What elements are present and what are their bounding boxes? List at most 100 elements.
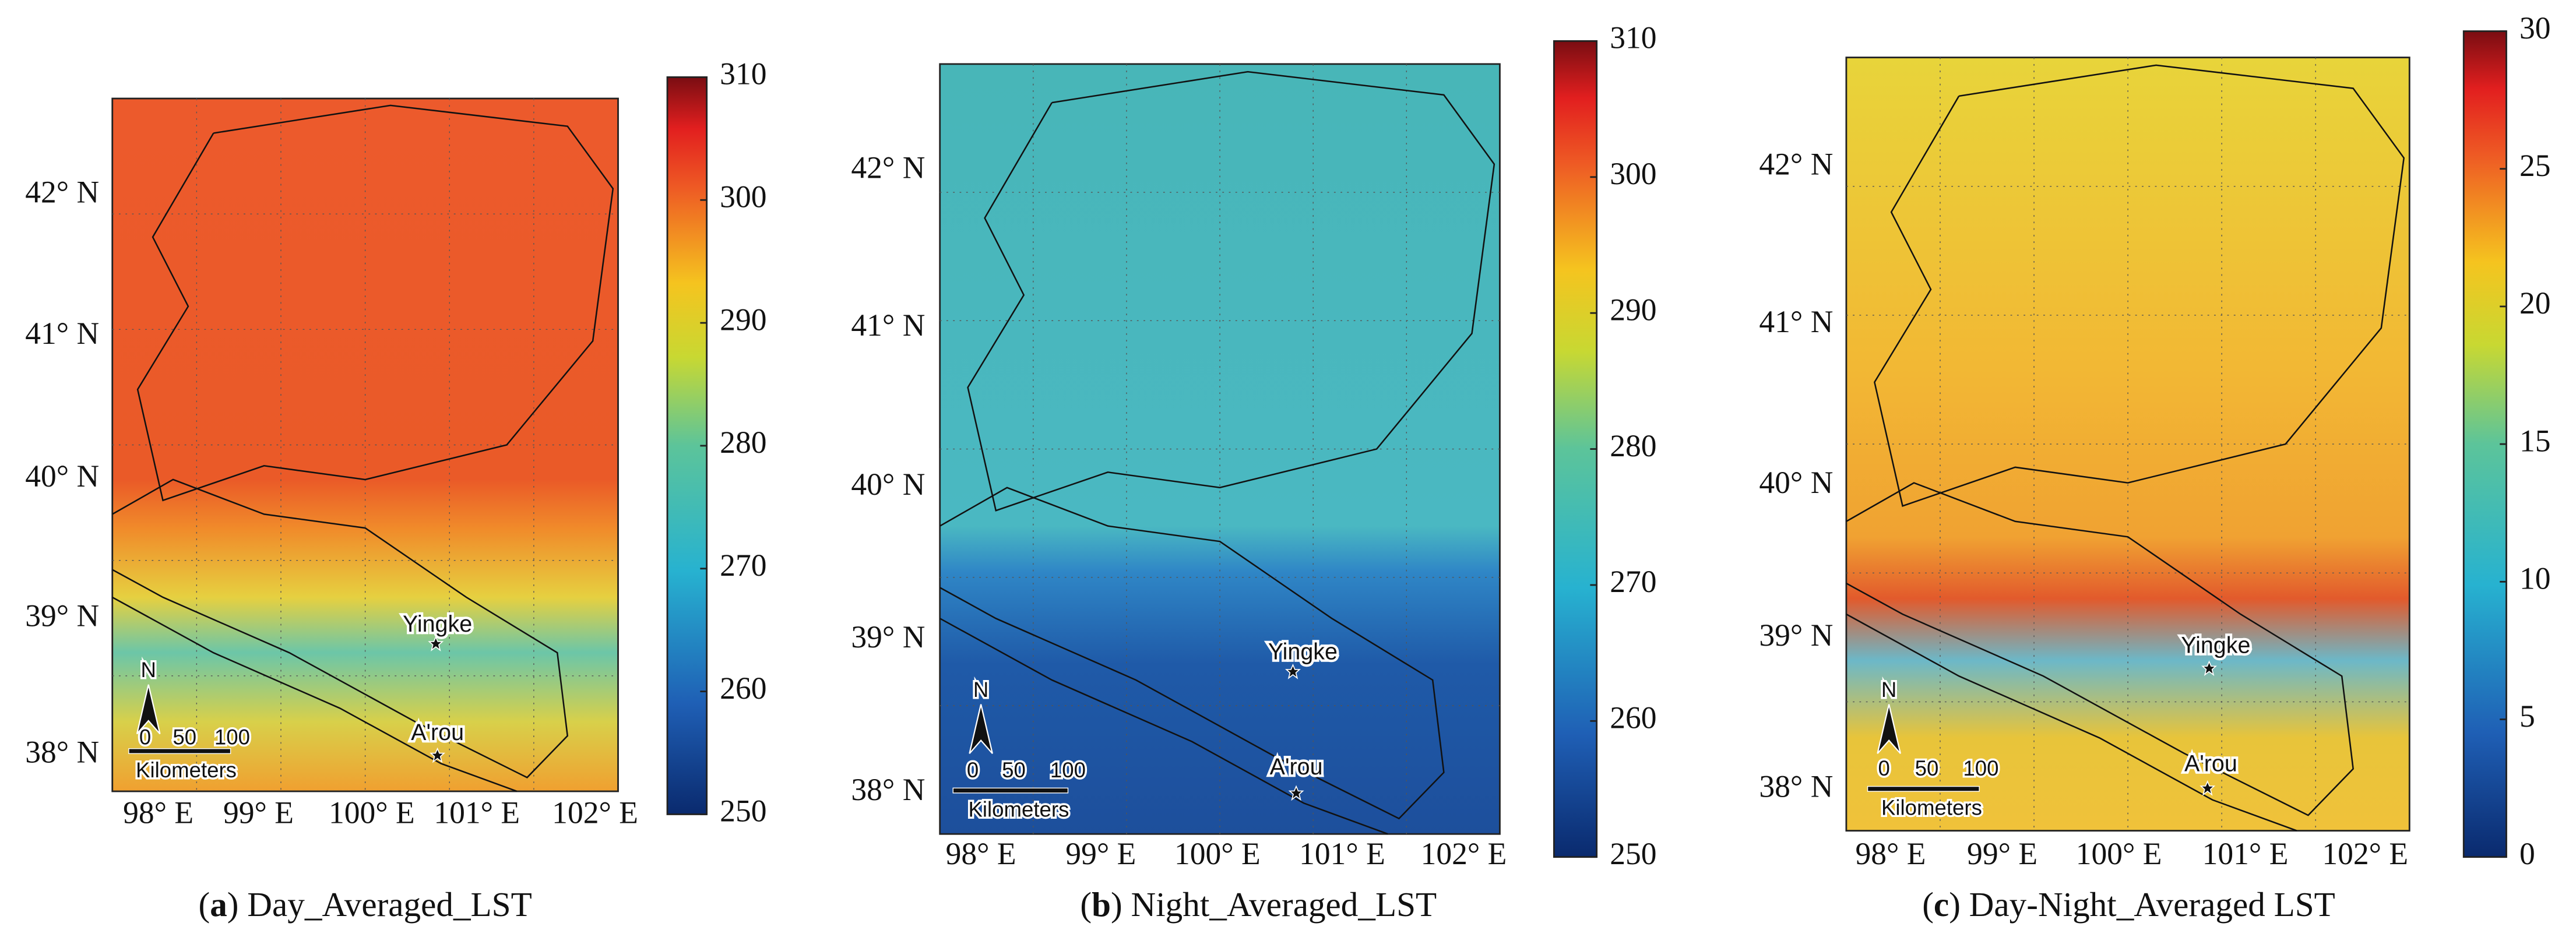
lat-label: 42° N — [851, 150, 925, 185]
place-label: A'rou — [1270, 754, 1323, 780]
basin-boundary — [1846, 482, 2354, 816]
caption-part: a — [210, 885, 227, 924]
colorbar-tick-label: 260 — [1610, 700, 1656, 735]
scale-label: 0 — [1878, 756, 1890, 780]
colorbar-tick-label: 300 — [1610, 156, 1656, 191]
lat-label: 39° N — [1759, 618, 1833, 653]
colorbar-tick-label: 280 — [1610, 428, 1656, 463]
map-raster — [939, 63, 1501, 835]
basin-boundary — [136, 104, 614, 502]
lat-label: 39° N — [851, 619, 925, 654]
scale-label: 0 — [967, 758, 979, 782]
lat-label: 42° N — [25, 175, 99, 210]
colorbar-tick-label: 25 — [2519, 148, 2551, 183]
colorbar-tick-label: 290 — [720, 302, 766, 337]
scale-label: 50 — [173, 725, 196, 749]
map-panel: 42° N 41° N 40° N 39° N 38° N 98° E 99° E 100° … — [851, 20, 1656, 924]
colorbar-tick-label: 250 — [720, 794, 766, 829]
lon-label: 102° E — [1421, 836, 1507, 871]
lat-label: 40° N — [851, 467, 925, 502]
colorbar-tick-label: 260 — [720, 671, 766, 706]
scale-unit: Kilometers — [136, 758, 237, 782]
colorbar-tick-label: 15 — [2519, 423, 2551, 458]
basin-boundary — [939, 618, 1388, 835]
map-panel: 42° N 41° N 40° N 39° N 38° N 98° E 99° E 100° … — [25, 57, 766, 924]
scale-bar — [128, 748, 231, 754]
scale-bar — [1867, 786, 1980, 792]
scale-label: 0 — [139, 725, 151, 749]
lat-label: 41° N — [851, 308, 925, 343]
lon-label: 100° E — [2076, 836, 2162, 871]
caption-part: b — [1092, 885, 1111, 924]
lon-label: 100° E — [329, 795, 415, 830]
north-arrow — [1877, 704, 1901, 754]
caption: (b) Night_Averaged_LST — [1080, 885, 1437, 924]
colorbar-tick-label: 20 — [2519, 286, 2551, 320]
lat-label: 40° N — [25, 459, 99, 494]
map-raster — [111, 97, 619, 792]
place-star — [1288, 785, 1304, 801]
place-label: Yingke — [2181, 632, 2250, 658]
place-star — [428, 636, 444, 651]
lon-label: 101° E — [434, 795, 520, 830]
lon-label: 101° E — [2202, 836, 2289, 871]
colorbar-tick-label: 0 — [2519, 836, 2535, 871]
scale-label: 50 — [1002, 758, 1026, 782]
scale-label: 100 — [214, 725, 250, 749]
north-arrow — [969, 704, 993, 754]
place-label: Yingke — [403, 611, 472, 637]
colorbar-tick-label: 310 — [1610, 20, 1656, 55]
place-label: A'rou — [2184, 751, 2237, 776]
lat-label: 38° N — [1759, 769, 1833, 804]
caption-part: ( — [1080, 885, 1092, 924]
colorbar-tick-label: 280 — [720, 425, 766, 460]
lon-label: 102° E — [552, 795, 638, 830]
lon-label: 99° E — [1967, 836, 2037, 871]
colorbar-tick-label: 10 — [2519, 561, 2551, 596]
colorbar-tick-label: 310 — [720, 57, 766, 91]
lat-label: 38° N — [25, 734, 99, 769]
colorbar-tick-label: 300 — [720, 179, 766, 214]
lon-label: 98° E — [946, 836, 1016, 871]
lon-label: 98° E — [1855, 836, 1926, 871]
lon-label: 101° E — [1299, 836, 1385, 871]
north-label: N — [1881, 678, 1896, 702]
lat-label: 40° N — [1759, 465, 1833, 500]
north-label: N — [141, 658, 156, 682]
basin-boundary — [967, 71, 1495, 512]
lon-label: 100° E — [1174, 836, 1261, 871]
scale-label: 100 — [1963, 756, 1998, 780]
map-panel: 42° N 41° N 40° N 39° N 38° N 98° E 99° E 100° … — [1759, 10, 2550, 924]
lat-label: 42° N — [1759, 147, 1833, 182]
lon-label: 99° E — [223, 795, 294, 830]
colorbar-tick-label: 290 — [1610, 292, 1656, 327]
basin-boundary — [1846, 613, 2297, 832]
caption-part: ) Night_Averaged_LST — [1111, 885, 1437, 924]
caption: (a) Day_Averaged_LST — [199, 885, 532, 924]
colorbar-tick-label: 30 — [2519, 10, 2551, 45]
lat-label: 41° N — [25, 316, 99, 351]
lat-label: 38° N — [851, 772, 925, 807]
colorbar — [1553, 40, 1598, 858]
scale-label: 50 — [1915, 756, 1939, 780]
colorbar-tick-label: 250 — [1610, 836, 1656, 871]
place-star — [2201, 660, 2218, 677]
caption-part: ) Day_Averaged_LST — [227, 885, 532, 924]
lon-label: 99° E — [1065, 836, 1136, 871]
lon-label: 98° E — [123, 795, 193, 830]
basin-boundary — [112, 596, 518, 792]
caption-part: c — [1934, 885, 1949, 924]
north-arrow — [136, 684, 161, 735]
scale-unit: Kilometers — [1881, 796, 1982, 820]
colorbar-tick-label: 270 — [1610, 564, 1656, 599]
place-label: Yingke — [1268, 639, 1338, 665]
place-label: A'rou — [411, 720, 464, 745]
caption-part: ( — [199, 885, 210, 924]
scale-unit: Kilometers — [968, 797, 1069, 821]
caption-part: ) Day-Night_Averaged LST — [1949, 885, 2335, 924]
lon-label: 102° E — [2322, 836, 2408, 871]
basin-boundary — [1874, 64, 2405, 507]
lat-label: 41° N — [1759, 304, 1833, 339]
scale-bar — [952, 787, 1069, 794]
scale-label: 100 — [1050, 758, 1086, 782]
